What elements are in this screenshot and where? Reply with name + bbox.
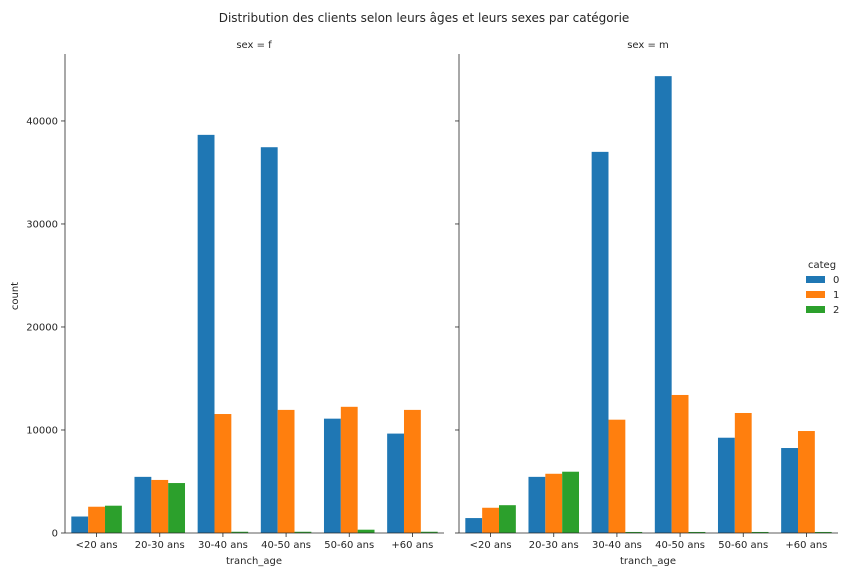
bar-sexm-categ0-0 (465, 518, 483, 533)
legend-label-1: 1 (833, 290, 839, 301)
bars-f (71, 134, 438, 534)
bar-sexf-categ2-3 (294, 531, 312, 533)
bar-sexf-categ2-2 (231, 531, 249, 533)
bars-m (465, 76, 832, 534)
bar-sexf-categ0-2 (197, 134, 215, 534)
bar-sexm-categ0-1 (528, 476, 546, 533)
y-tick-label: 0 (52, 529, 58, 540)
bar-sexm-categ2-4 (751, 531, 769, 533)
legend: categ 0 1 2 (806, 260, 839, 316)
axes-m (458, 54, 838, 534)
legend-swatch-0 (806, 276, 825, 283)
x-tick-label: 30-40 ans (592, 540, 642, 551)
bar-sexm-categ0-3 (654, 76, 672, 534)
y-tick-label: 10000 (26, 425, 58, 436)
x-tick-label: 20-30 ans (135, 540, 185, 551)
facet-panel-sex-f: sex = f <20 ans 20-30 ans 30-40 ans 40-50 a… (26, 40, 444, 567)
x-tick-label: 40-50 ans (261, 540, 311, 551)
x-tick-label: 30-40 ans (198, 540, 248, 551)
bar-sexm-categ2-3 (688, 531, 706, 533)
x-axis-label-m: tranch_age (620, 556, 676, 567)
chart-title: Distribution des clients selon leurs âge… (219, 11, 630, 25)
bar-sexf-categ0-1 (134, 476, 152, 533)
bar-sexf-categ1-4 (340, 406, 358, 533)
legend-label-0: 0 (833, 275, 839, 286)
bar-sexm-categ0-2 (591, 151, 609, 534)
legend-label-2: 2 (833, 305, 839, 316)
bar-sexf-categ2-4 (357, 529, 375, 533)
bar-sexf-categ2-1 (168, 483, 186, 533)
bar-sexf-categ1-5 (403, 409, 421, 533)
ticks-f: <20 ans 20-30 ans 30-40 ans 40-50 ans 50-60 … (26, 116, 433, 551)
x-tick-label: +60 ans (785, 540, 827, 551)
y-tick-label: 20000 (26, 322, 58, 333)
bar-sexf-categ1-2 (214, 414, 232, 533)
legend-swatch-1 (806, 291, 825, 298)
bar-sexm-categ1-5 (797, 431, 815, 533)
axes-f (64, 54, 444, 534)
facet-title-m: sex = m (627, 40, 669, 51)
bar-sexm-categ2-2 (625, 531, 643, 533)
y-tick-label: 30000 (26, 219, 58, 230)
bar-sexm-categ0-4 (717, 437, 735, 533)
facet-title-f: sex = f (236, 40, 272, 51)
bar-sexf-categ2-0 (105, 505, 122, 533)
bar-sexm-categ1-1 (545, 473, 563, 533)
y-tick-label: 40000 (26, 116, 58, 127)
bar-sexm-categ1-3 (671, 394, 689, 533)
y-axis-label: count (10, 282, 21, 310)
bar-sexf-categ1-3 (277, 409, 295, 533)
x-tick-label: 20-30 ans (529, 540, 579, 551)
legend-title: categ (808, 260, 836, 271)
bar-sexm-categ2-1 (562, 471, 580, 533)
legend-swatch-2 (806, 306, 825, 313)
bar-sexf-categ0-0 (71, 516, 89, 533)
bar-sexf-categ0-3 (260, 147, 278, 533)
facet-panel-sex-m: sex = m <20 ans 20-30 ans 30-40 ans 40-50 a… (455, 40, 838, 567)
x-axis-label-f: tranch_age (226, 556, 282, 567)
bar-sexf-categ1-1 (151, 479, 169, 533)
bar-sexm-categ1-4 (734, 412, 752, 533)
bar-sexf-categ1-0 (88, 506, 105, 533)
bar-sexm-categ0-5 (781, 448, 798, 533)
x-tick-label: <20 ans (470, 540, 512, 551)
x-tick-label: 40-50 ans (655, 540, 705, 551)
ticks-m: <20 ans 20-30 ans 30-40 ans 40-50 ans 50-60 … (455, 120, 827, 551)
bar-sexf-categ2-5 (420, 531, 438, 533)
bar-sexm-categ2-5 (814, 531, 832, 533)
bar-sexf-categ0-5 (387, 433, 404, 533)
x-tick-label: +60 ans (391, 540, 433, 551)
bar-sexm-categ2-0 (499, 505, 516, 533)
x-tick-label: <20 ans (76, 540, 118, 551)
x-tick-label: 50-60 ans (324, 540, 374, 551)
x-tick-label: 50-60 ans (718, 540, 768, 551)
bar-sexm-categ1-0 (482, 507, 499, 533)
bar-sexm-categ1-2 (608, 419, 626, 533)
bar-sexf-categ0-4 (323, 418, 341, 533)
